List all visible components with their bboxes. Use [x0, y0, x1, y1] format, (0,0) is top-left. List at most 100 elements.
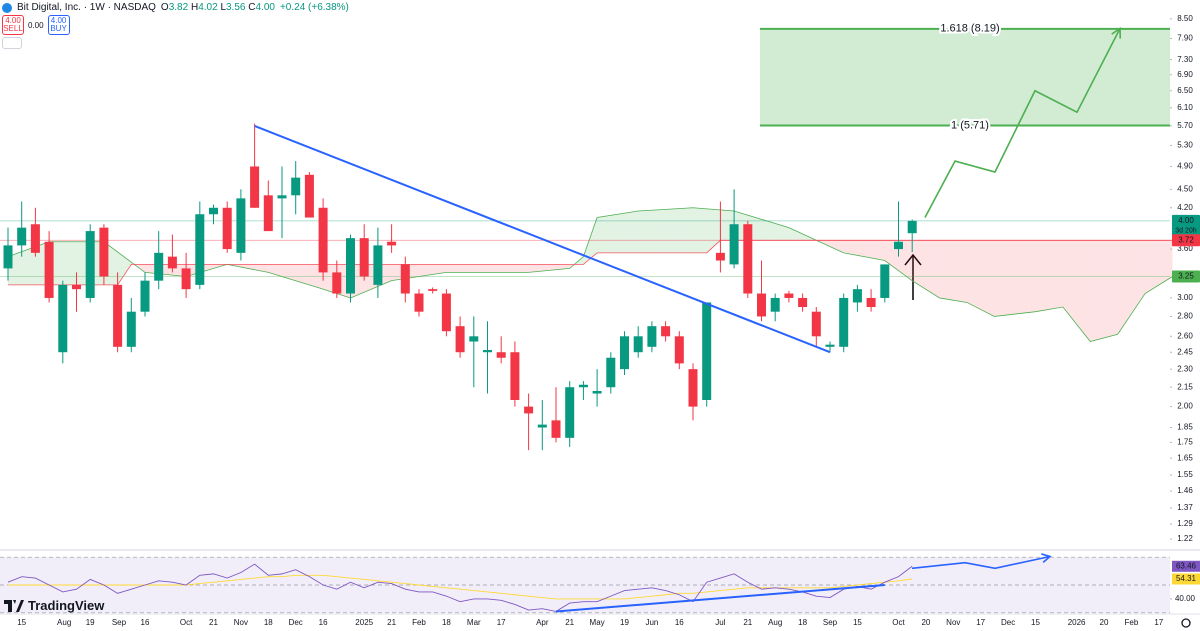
- candle-body: [578, 384, 588, 388]
- candle-body: [154, 252, 164, 281]
- trade-panel: 4.00 SELL 0.00 4.00 BUY: [2, 15, 70, 35]
- candle-body: [3, 245, 13, 269]
- x-tick-label: 2026: [1068, 618, 1086, 627]
- ohlc-value: 3.56: [226, 2, 246, 13]
- x-tick-label: Aug: [768, 618, 782, 627]
- candle-body: [483, 350, 492, 353]
- candle-body: [455, 326, 465, 353]
- y-tick-label: 1.75: [1177, 437, 1193, 446]
- candle-body: [332, 272, 342, 294]
- y-tick-label: 1.29: [1177, 519, 1193, 528]
- cloud-fill: [388, 264, 392, 283]
- cloud-fill: [775, 223, 779, 241]
- candle-body: [743, 224, 753, 294]
- cloud-fill: [562, 264, 567, 270]
- countdown: 3d 20h: [1175, 228, 1197, 235]
- cloud-fill: [521, 264, 526, 273]
- cloud-fill: [566, 264, 570, 269]
- candle-body: [496, 352, 506, 358]
- cloud-fill: [795, 230, 800, 241]
- symbol: Bit Digital, Inc. · 1W · NASDAQ: [17, 2, 156, 13]
- price-label: 3.25: [1178, 272, 1194, 281]
- candle-body: [140, 280, 150, 312]
- cloud-fill: [853, 240, 858, 256]
- candle-body: [784, 293, 794, 298]
- buy-button[interactable]: 4.00 BUY: [47, 15, 70, 35]
- cloud-fill: [35, 245, 39, 285]
- candle-body: [620, 336, 629, 370]
- cloud-fill: [823, 240, 827, 245]
- cloud-fill: [501, 264, 505, 273]
- cloud-fill: [59, 241, 63, 285]
- y-tick-label: 6.50: [1177, 86, 1193, 95]
- x-tick-label: 17: [497, 618, 506, 627]
- x-tick-label: 19: [620, 618, 629, 627]
- cloud-fill: [1141, 240, 1146, 299]
- settings-icon[interactable]: [1181, 618, 1191, 628]
- cloud-fill: [466, 264, 471, 273]
- cloud-fill: [956, 240, 961, 302]
- x-tick-label: May: [590, 618, 605, 627]
- ohlc-value: 4.00: [255, 2, 275, 13]
- cloud-fill: [778, 224, 783, 241]
- y-tick-label: 6.90: [1177, 70, 1193, 79]
- ohlc-value: 4.02: [198, 2, 218, 13]
- cloud-fill: [309, 264, 313, 286]
- cloud-fill: [73, 241, 77, 285]
- cloud-fill: [79, 241, 84, 285]
- cloud-fill: [124, 256, 128, 275]
- cloud-fill: [716, 209, 721, 244]
- cloud-fill: [905, 240, 909, 279]
- cloud-fill: [980, 240, 985, 312]
- rsi-ma: [8, 574, 913, 600]
- cloud-fill: [994, 240, 998, 317]
- sell-button[interactable]: 4.00 SELL: [2, 15, 24, 35]
- rsi-value-box: [1172, 573, 1200, 585]
- x-tick-label: Dec: [289, 618, 303, 627]
- cloud-fill: [21, 250, 26, 285]
- cloud-fill: [251, 264, 255, 270]
- candle-body: [30, 224, 40, 253]
- collapse-button[interactable]: [2, 37, 22, 49]
- cloud-fill: [901, 240, 906, 276]
- x-tick-label: 20: [921, 618, 930, 627]
- cloud-fill: [1062, 240, 1067, 312]
- cloud-fill: [984, 240, 988, 313]
- cloud-fill: [610, 214, 615, 253]
- y-tick-label: 4.20: [1177, 203, 1193, 212]
- cloud-fill: [699, 208, 704, 253]
- cloud-fill: [1035, 240, 1039, 312]
- candle-body: [414, 293, 424, 312]
- cloud-fill: [206, 264, 211, 271]
- cloud-fill: [432, 264, 437, 275]
- cloud-fill: [617, 213, 622, 253]
- cloud-fill: [603, 215, 608, 253]
- x-tick-label: Feb: [1125, 618, 1139, 627]
- candle-body: [798, 297, 808, 308]
- symbol-logo: [2, 2, 12, 13]
- cloud-fill: [1145, 240, 1149, 294]
- cloud-fill: [264, 264, 269, 273]
- candle-body: [99, 227, 109, 277]
- cloud-fill: [535, 264, 539, 272]
- x-tick-label: Sep: [112, 618, 127, 627]
- cloud-fill: [953, 240, 957, 301]
- cloud-fill: [997, 240, 1002, 317]
- x-tick-label: Dec: [1001, 618, 1015, 627]
- x-tick-label: 18: [264, 618, 273, 627]
- cloud-fill: [645, 210, 649, 253]
- cloud-fill: [1110, 240, 1115, 337]
- cloud-fill: [244, 264, 248, 269]
- candle-body: [852, 289, 862, 303]
- cloud-fill: [830, 240, 834, 248]
- cloud-fill: [1069, 240, 1074, 320]
- cloud-fill: [419, 264, 423, 277]
- cloud-fill: [1131, 240, 1135, 314]
- candle-body: [825, 344, 835, 347]
- cloud-fill: [1121, 240, 1125, 329]
- cloud-fill: [532, 264, 536, 273]
- cloud-fill: [579, 256, 584, 265]
- candle-body: [373, 245, 383, 285]
- x-tick-label: Jul: [715, 618, 725, 627]
- cloud-fill: [936, 240, 940, 298]
